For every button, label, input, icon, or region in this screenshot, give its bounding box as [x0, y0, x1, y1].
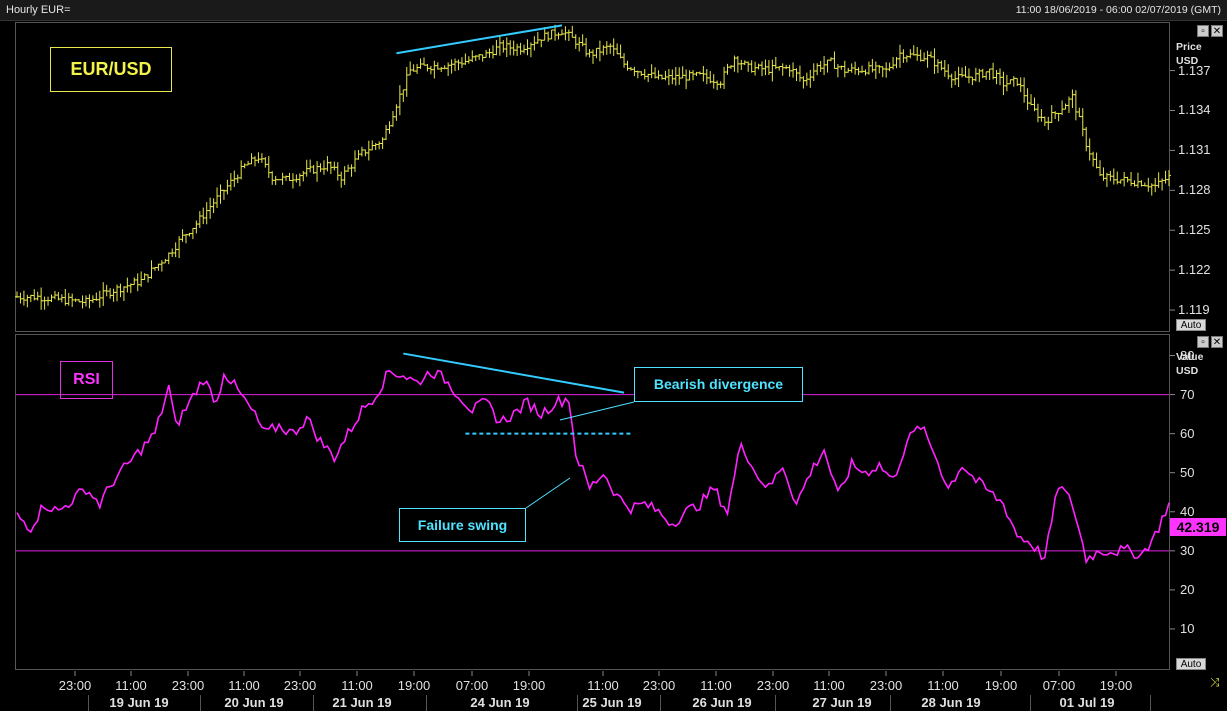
- x-date-label: 20 Jun 19: [224, 695, 284, 710]
- date-separator: [88, 695, 89, 711]
- x-date-label: 25 Jun 19: [582, 695, 642, 710]
- price-series-label: EUR/USD: [50, 47, 172, 92]
- price-auto-button[interactable]: Auto: [1176, 319, 1206, 331]
- x-tick-label: 11:00: [927, 678, 959, 693]
- date-separator: [577, 695, 578, 711]
- x-tick-label: 11:00: [700, 678, 732, 693]
- date-separator: [1150, 695, 1151, 711]
- date-separator: [200, 695, 201, 711]
- x-date-label: 19 Jun 19: [109, 695, 169, 710]
- x-tick-label: 19:00: [984, 678, 1018, 693]
- failure-swing-annotation: Failure swing: [399, 508, 526, 542]
- x-date-label: 21 Jun 19: [332, 695, 392, 710]
- rsi-unit-line2: USD: [1176, 365, 1199, 377]
- price-ytick-label: 1.137: [1178, 62, 1211, 78]
- x-date-label: 26 Jun 19: [692, 695, 752, 710]
- maximize-icon[interactable]: ▫: [1197, 336, 1209, 348]
- rsi-pane[interactable]: [15, 334, 1170, 670]
- rsi-auto-button[interactable]: Auto: [1176, 658, 1206, 670]
- x-tick-label: 11:00: [228, 678, 260, 693]
- close-icon[interactable]: ✕: [1211, 336, 1223, 348]
- rsi-ytick-label: 50: [1180, 464, 1195, 480]
- x-tick-label: 23:00: [869, 678, 903, 693]
- price-unit-line1: Price: [1176, 41, 1202, 53]
- x-tick-label: 07:00: [455, 678, 489, 693]
- x-tick-label: 11:00: [341, 678, 373, 693]
- x-date-label: 28 Jun 19: [921, 695, 981, 710]
- rsi-unit-line1: Value: [1176, 351, 1204, 363]
- x-date-label: 27 Jun 19: [812, 695, 872, 710]
- rsi-ytick-label: 10: [1180, 620, 1195, 636]
- x-tick-label: 19:00: [512, 678, 546, 693]
- x-tick-label: 19:00: [397, 678, 431, 693]
- x-tick-label: 19:00: [1099, 678, 1133, 693]
- rsi-unit: Value USD: [1176, 350, 1203, 378]
- maximize-icon[interactable]: ▫: [1197, 25, 1209, 37]
- rsi-series-label: RSI: [60, 361, 113, 399]
- x-date-label: 24 Jun 19: [470, 695, 530, 710]
- rsi-current-value: 42.319: [1170, 518, 1226, 536]
- rsi-ytick-label: 70: [1180, 386, 1195, 402]
- price-ytick-label: 1.119: [1178, 302, 1210, 318]
- date-separator: [775, 695, 776, 711]
- x-tick-label: 11:00: [115, 678, 147, 693]
- rsi-ytick-label: 40: [1180, 503, 1195, 519]
- date-separator: [890, 695, 891, 711]
- rsi-line: [16, 369, 1170, 565]
- x-tick-label: 07:00: [1042, 678, 1076, 693]
- x-tick-label: 23:00: [283, 678, 317, 693]
- x-tick-label: 11:00: [813, 678, 845, 693]
- rsi-divergence-trendline: [403, 352, 625, 394]
- price-ytick-label: 1.122: [1178, 262, 1211, 278]
- failure-pointer: [525, 477, 571, 509]
- price-trendline: [396, 24, 563, 55]
- date-separator: [426, 695, 427, 711]
- x-tick-label: 23:00: [58, 678, 92, 693]
- price-ytick-label: 1.134: [1178, 102, 1211, 118]
- date-separator: [313, 695, 314, 711]
- price-ytick-label: 1.128: [1178, 182, 1211, 198]
- price-ytick-label: 1.131: [1178, 142, 1211, 158]
- price-ytick-label: 1.125: [1178, 222, 1211, 238]
- rsi-ytick-label: 60: [1180, 425, 1195, 441]
- price-unit: Price USD: [1176, 40, 1202, 68]
- close-icon[interactable]: ✕: [1211, 25, 1223, 37]
- price-unit-line2: USD: [1176, 55, 1199, 67]
- crosshair-icon[interactable]: ⤨: [1210, 675, 1220, 689]
- bearish-divergence-annotation: Bearish divergence: [634, 367, 803, 402]
- date-separator: [1030, 695, 1031, 711]
- rsi-ytick-label: 80: [1180, 347, 1195, 363]
- rsi-ytick-label: 20: [1180, 581, 1195, 597]
- date-separator: [660, 695, 661, 711]
- rsi-ytick-label: 30: [1180, 542, 1195, 558]
- window-title-bar: Hourly EUR= 11:00 18/06/2019 - 06:00 02/…: [0, 0, 1227, 21]
- x-tick-label: 23:00: [171, 678, 205, 693]
- x-tick-label: 23:00: [756, 678, 790, 693]
- x-tick-label: 23:00: [642, 678, 676, 693]
- x-tick-label: 11:00: [587, 678, 619, 693]
- chart-title: Hourly EUR=: [6, 4, 71, 16]
- bearish-pointer: [559, 401, 635, 421]
- x-date-label: 01 Jul 19: [1059, 695, 1115, 710]
- date-range: 11:00 18/06/2019 - 06:00 02/07/2019 (GMT…: [1015, 4, 1221, 16]
